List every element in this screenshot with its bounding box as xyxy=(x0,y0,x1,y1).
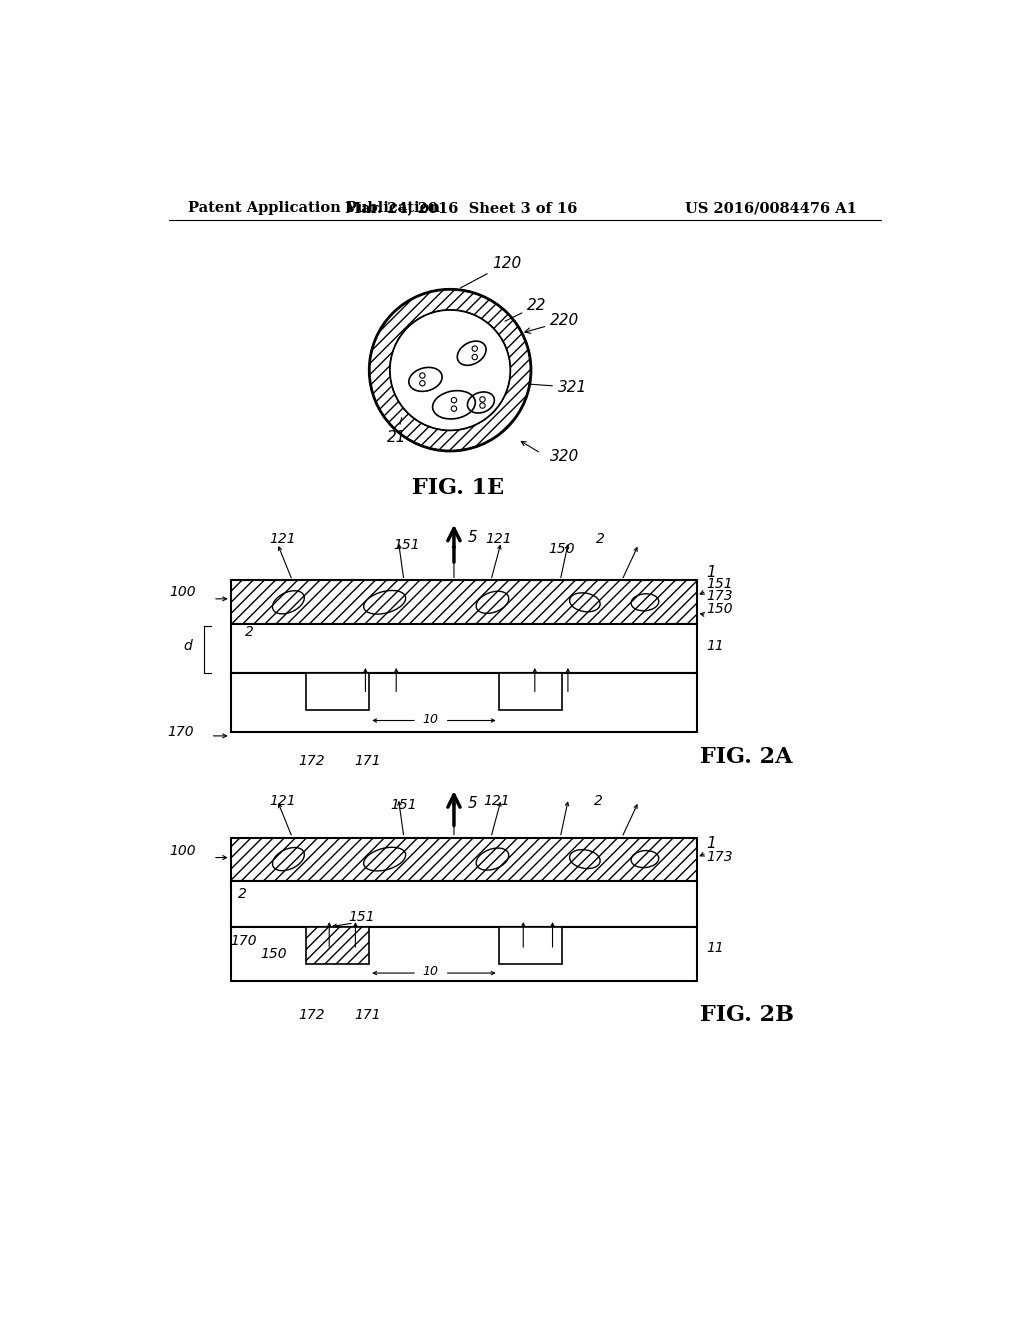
Text: 150: 150 xyxy=(260,946,287,961)
Text: 121: 121 xyxy=(485,532,512,546)
Text: 151: 151 xyxy=(393,537,420,552)
Text: d: d xyxy=(183,639,193,652)
Text: 170: 170 xyxy=(167,725,194,739)
Text: FIG. 2A: FIG. 2A xyxy=(700,747,793,768)
Text: 121: 121 xyxy=(269,795,296,808)
Text: 1: 1 xyxy=(707,836,716,850)
Text: 22: 22 xyxy=(505,298,547,321)
Text: US 2016/0084476 A1: US 2016/0084476 A1 xyxy=(685,202,857,215)
Bar xyxy=(499,927,562,964)
Text: 10: 10 xyxy=(423,965,439,978)
Text: 10: 10 xyxy=(423,713,439,726)
Text: 173: 173 xyxy=(707,589,733,603)
Text: 11: 11 xyxy=(707,940,724,954)
Text: 100: 100 xyxy=(169,585,196,599)
Circle shape xyxy=(390,310,510,430)
Text: 2: 2 xyxy=(239,887,247,900)
Text: 121: 121 xyxy=(269,532,296,546)
Text: 171: 171 xyxy=(354,754,381,768)
Text: 121: 121 xyxy=(483,795,510,808)
Text: 170: 170 xyxy=(230,935,257,948)
Bar xyxy=(230,624,696,673)
Text: 150: 150 xyxy=(707,602,733,615)
Circle shape xyxy=(391,312,509,429)
Text: 151: 151 xyxy=(707,577,733,591)
Bar xyxy=(306,673,370,710)
Text: 2: 2 xyxy=(596,532,605,546)
Bar xyxy=(499,673,562,710)
Text: 172: 172 xyxy=(298,754,325,768)
Bar xyxy=(230,673,696,733)
Text: Patent Application Publication: Patent Application Publication xyxy=(188,202,440,215)
Bar xyxy=(230,838,696,880)
Bar xyxy=(230,581,696,624)
Text: 1: 1 xyxy=(707,565,716,579)
Text: FIG. 1E: FIG. 1E xyxy=(412,477,504,499)
Text: 11: 11 xyxy=(707,639,724,652)
Text: 220: 220 xyxy=(525,313,580,334)
Text: 320: 320 xyxy=(550,449,580,465)
Bar xyxy=(230,927,696,981)
Text: 151: 151 xyxy=(390,799,417,812)
Text: 21: 21 xyxy=(387,417,407,445)
Text: 171: 171 xyxy=(354,1008,381,1022)
Text: 2: 2 xyxy=(594,795,603,808)
Text: 172: 172 xyxy=(298,1008,325,1022)
Text: 5: 5 xyxy=(468,796,477,812)
Text: 151: 151 xyxy=(348,909,375,924)
Text: 2: 2 xyxy=(245,624,253,639)
Text: 5: 5 xyxy=(468,529,477,545)
Text: Mar. 24, 2016  Sheet 3 of 16: Mar. 24, 2016 Sheet 3 of 16 xyxy=(345,202,578,215)
Text: 173: 173 xyxy=(707,850,733,863)
Bar xyxy=(306,927,370,964)
Bar xyxy=(230,880,696,927)
Text: 321: 321 xyxy=(529,380,587,395)
Text: 100: 100 xyxy=(169,845,196,858)
Text: 150: 150 xyxy=(549,541,575,556)
Text: 120: 120 xyxy=(460,256,521,288)
Text: FIG. 2B: FIG. 2B xyxy=(699,1003,794,1026)
